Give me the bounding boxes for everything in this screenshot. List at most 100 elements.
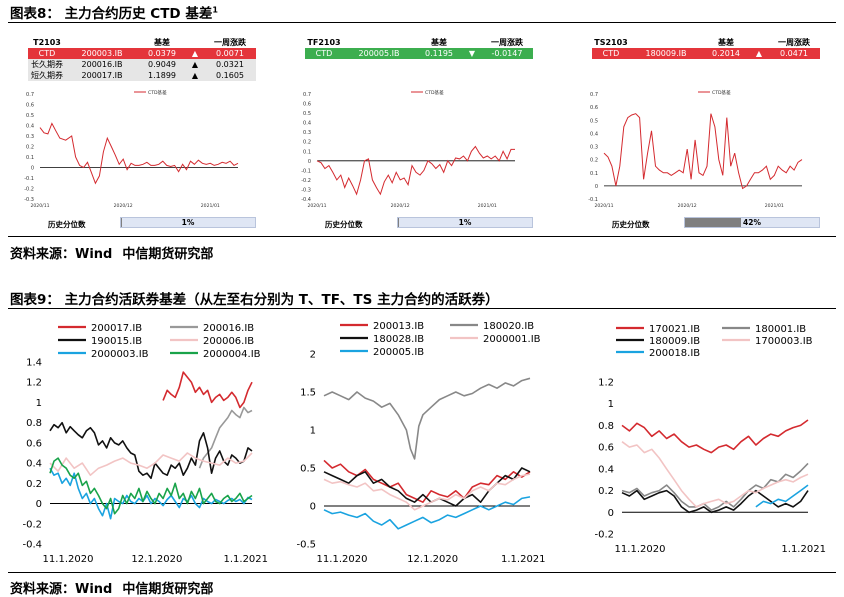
y-tick-label: 0.6 bbox=[303, 102, 311, 108]
legend-label: 200006.IB bbox=[203, 336, 254, 347]
y-tick-label: 0 bbox=[595, 184, 598, 190]
basis-table-row: 长久期券 200016.IB 0.9049 ▲ 0.0321 bbox=[28, 59, 256, 70]
y-tick-label: -0.3 bbox=[24, 197, 34, 203]
bond-type-label: 长久期券 bbox=[28, 59, 66, 70]
ctd-basis-history-chart: 0.70.60.50.40.30.20.10-0.1-0.2-0.3-0.420… bbox=[301, 89, 515, 209]
y-tick-label: -0.2 bbox=[22, 519, 42, 530]
x-tick-label: 2020/11 bbox=[307, 203, 326, 209]
change-arrow-icon: ▼ bbox=[463, 48, 481, 59]
x-tick-label: 1.1.2021 bbox=[781, 544, 826, 555]
y-tick-label: 0.3 bbox=[590, 145, 598, 151]
figure8-top-rule bbox=[8, 22, 836, 23]
basis-value: 0.0379 bbox=[138, 48, 186, 59]
legend-label: 200016.IB bbox=[203, 323, 254, 334]
y-tick-label: 0.2 bbox=[26, 479, 42, 490]
basis-column-header: 基差 bbox=[138, 37, 186, 48]
ts2103-panel: TS2103 基差 一周涨跌 CTD 180009.IB 0.2014 ▲ 0.0471 0.7… bbox=[588, 37, 832, 232]
legend-label: CTD基差 bbox=[148, 89, 167, 96]
weekly-change-value: 0.1605 bbox=[204, 70, 256, 81]
legend-label: CTD基差 bbox=[712, 89, 731, 96]
figure9-source: 资料来源：Wind 中信期货研究部 bbox=[10, 582, 214, 597]
t-active-bond-basis-chart: 1.4 1.2 1 0.8 0.6 0.4 0.2 0 -0.2 -0.411.1.2020 12.… bbox=[22, 323, 268, 565]
x-tick-label: 12.1.2020 bbox=[131, 554, 182, 565]
y-tick-label: 0.3 bbox=[26, 134, 34, 140]
x-tick-label: 2020/11 bbox=[594, 203, 613, 209]
y-tick-label: 1 bbox=[608, 399, 614, 410]
legend-label: 170021.IB bbox=[649, 324, 700, 335]
weekly-change-value: 0.0471 bbox=[768, 48, 820, 59]
basis-table-header: TS2103 基差 一周涨跌 bbox=[592, 37, 820, 48]
historical-percentile-bar: 1% bbox=[397, 217, 533, 228]
percentile-fill bbox=[685, 218, 742, 227]
y-tick-label: 0 bbox=[310, 502, 316, 513]
y-tick-label: 0.4 bbox=[590, 131, 598, 137]
y-tick-label: -0.5 bbox=[296, 540, 316, 551]
ctd-basis-line bbox=[39, 122, 239, 185]
legend-label: 200005.IB bbox=[373, 347, 424, 358]
contract-code: T2103 bbox=[28, 37, 66, 48]
y-tick-label: 0.7 bbox=[303, 92, 311, 98]
y-tick-label: 0.7 bbox=[26, 92, 34, 98]
bond-type-label: CTD bbox=[28, 48, 66, 59]
legend-label: CTD基差 bbox=[425, 89, 444, 96]
y-tick-label: -0.1 bbox=[24, 176, 34, 182]
historical-percentile-label: 历史分位数 bbox=[48, 220, 86, 229]
bond-code: 200017.IB bbox=[66, 70, 138, 81]
legend-label: 180020.IB bbox=[483, 321, 534, 332]
legend-label: 200017.IB bbox=[91, 323, 142, 334]
percentile-fill bbox=[398, 218, 400, 227]
bond-code: 200005.IB bbox=[343, 48, 415, 59]
weekly-change-column-header: 一周涨跌 bbox=[481, 37, 533, 48]
basis-table-row: CTD 200003.IB 0.0379 ▲ 0.0071 bbox=[28, 48, 256, 59]
y-tick-label: 0.4 bbox=[26, 124, 34, 130]
x-tick-label: 2021/01 bbox=[478, 203, 497, 209]
basis-table: TF2103 基差 一周涨跌 CTD 200005.IB 0.1195 ▼ -0.0147 bbox=[305, 37, 533, 59]
ctd-basis-line bbox=[316, 145, 515, 196]
change-arrow-icon: ▲ bbox=[186, 48, 204, 59]
t2103-panel: T2103 基差 一周涨跌 CTD 200003.IB 0.0379 ▲ 0.0071 长久期券… bbox=[24, 37, 268, 232]
basis-table-header: T2103 基差 一周涨跌 bbox=[28, 37, 256, 48]
figure8-title: 图表8： 主力合约历史 CTD 基差1 bbox=[10, 5, 218, 23]
weekly-change-value: 0.0071 bbox=[204, 48, 256, 59]
series-line-200018-ib bbox=[755, 484, 809, 508]
ctd-basis-line bbox=[603, 113, 803, 190]
y-tick-label: 0.4 bbox=[26, 459, 42, 470]
y-tick-label: 0.2 bbox=[26, 145, 34, 151]
figure9-bottom-rule bbox=[8, 572, 836, 573]
basis-table-row: CTD 200005.IB 0.1195 ▼ -0.0147 bbox=[305, 48, 533, 59]
bond-type-label: CTD bbox=[592, 48, 630, 59]
legend-label: 2000004.IB bbox=[203, 349, 261, 360]
y-tick-label: 0 bbox=[36, 499, 42, 510]
historical-percentile-label: 历史分位数 bbox=[325, 220, 363, 229]
figure9-title: 图表9： 主力合约活跃券基差（从左至右分别为 T、TF、TS 主力合约的活跃券） bbox=[10, 292, 499, 308]
tf-active-bond-basis-chart: 2 1.5 1 0.5 0 -0.511.1.2020 12.1.2020 1.1.2021 2… bbox=[296, 321, 545, 565]
x-tick-label: 2020/11 bbox=[30, 203, 49, 209]
y-tick-label: -0.2 bbox=[301, 178, 311, 184]
y-tick-label: 0.2 bbox=[598, 486, 614, 497]
legend-label: 180001.IB bbox=[755, 324, 806, 335]
x-tick-label: 2020/12 bbox=[678, 203, 697, 209]
y-tick-label: 0.1 bbox=[590, 171, 598, 177]
y-tick-label: 1 bbox=[310, 426, 316, 437]
x-tick-label: 11.1.2020 bbox=[317, 554, 368, 565]
y-tick-label: 0.8 bbox=[26, 418, 42, 429]
y-tick-label: 1.4 bbox=[26, 358, 42, 369]
y-tick-label: -0.3 bbox=[301, 187, 311, 193]
y-tick-label: 0.4 bbox=[303, 121, 311, 127]
x-tick-label: 1.1.2021 bbox=[223, 554, 268, 565]
legend-label: 1700003.IB bbox=[755, 336, 813, 347]
basis-table-row: 短久期券 200017.IB 1.1899 ▲ 0.1605 bbox=[28, 70, 256, 81]
series-line-190015-ib bbox=[49, 421, 253, 480]
legend-label: 200013.IB bbox=[373, 321, 424, 332]
contract-code: TS2103 bbox=[592, 37, 630, 48]
series-line-170021-ib bbox=[621, 419, 809, 454]
y-tick-label: 0.5 bbox=[303, 111, 311, 117]
change-arrow-icon: ▲ bbox=[186, 59, 204, 70]
series-line-1700003-ib bbox=[621, 441, 809, 508]
change-arrow-icon: ▲ bbox=[750, 48, 768, 59]
percentile-fill bbox=[121, 218, 123, 227]
basis-table-row: CTD 180009.IB 0.2014 ▲ 0.0471 bbox=[592, 48, 820, 59]
series-line-2000004-ib bbox=[49, 457, 253, 515]
figure8-source: 资料来源：Wind 中信期货研究部 bbox=[10, 247, 214, 262]
series-line-200017-ib bbox=[162, 371, 253, 409]
